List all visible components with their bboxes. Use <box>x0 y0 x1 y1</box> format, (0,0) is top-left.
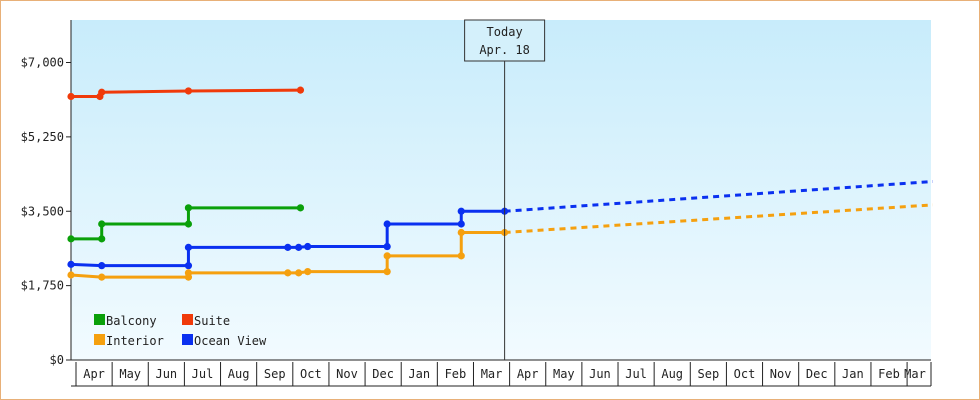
data-point-interior[interactable] <box>457 228 465 237</box>
today-box <box>464 19 546 62</box>
data-point-ocean_view[interactable] <box>184 262 193 270</box>
data-point-ocean_view[interactable] <box>304 242 312 251</box>
data-point-suite[interactable] <box>296 86 305 94</box>
data-point-ocean_view[interactable] <box>383 220 391 228</box>
legend-label: Balcony <box>106 314 157 328</box>
legend: Balcony Suite Interior Ocean View <box>94 314 267 348</box>
series-line-balcony <box>71 206 301 241</box>
x-tick-label: Jan <box>842 367 864 381</box>
legend-swatch-balcony <box>94 314 105 325</box>
data-point-interior[interactable] <box>383 268 391 276</box>
x-tick-label: Mar <box>904 367 926 381</box>
x-tick-label: Mar <box>481 367 503 381</box>
series-projection-ocean_view <box>504 180 933 213</box>
data-point-suite[interactable] <box>98 88 106 96</box>
data-point-ocean_view[interactable] <box>284 243 292 251</box>
x-tick-label: Jun <box>589 367 611 381</box>
data-point-ocean_view[interactable] <box>184 243 193 251</box>
data-point-ocean_view[interactable] <box>457 220 465 228</box>
series-ocean_view <box>67 180 933 270</box>
x-tick-label: Jul <box>625 367 647 381</box>
x-tick-label: Sep <box>264 367 286 381</box>
data-point-interior[interactable] <box>304 268 312 276</box>
data-point-balcony[interactable] <box>98 235 106 243</box>
legend-item-ocean_view[interactable]: Ocean View <box>182 334 267 348</box>
data-point-interior[interactable] <box>67 271 75 279</box>
legend-label: Interior <box>106 334 164 348</box>
legend-label: Suite <box>194 314 230 328</box>
x-tick-label: Oct <box>300 367 322 381</box>
y-tick-label: $5,250 <box>21 130 64 144</box>
data-point-interior[interactable] <box>184 269 193 277</box>
data-point-ocean_view[interactable] <box>295 243 303 251</box>
y-tick-label: $3,500 <box>21 204 64 218</box>
x-tick-label: Sep <box>698 367 720 381</box>
x-tick-label: Feb <box>445 367 467 381</box>
data-point-balcony[interactable] <box>184 220 193 228</box>
x-tick-label: Dec <box>372 367 394 381</box>
x-tick-label: Jun <box>155 367 177 381</box>
data-point-balcony[interactable] <box>184 204 193 212</box>
today-date: Apr. 18 <box>479 43 530 57</box>
plot-background <box>71 20 931 360</box>
legend-swatch-interior <box>94 334 105 345</box>
data-point-ocean_view[interactable] <box>457 207 465 215</box>
series-projection-interior <box>504 203 933 234</box>
x-tick-label: Apr <box>517 367 539 381</box>
series-balcony <box>67 204 305 243</box>
data-point-interior[interactable] <box>383 252 391 260</box>
x-tick-label: May <box>553 367 575 381</box>
legend-swatch-ocean_view <box>182 334 193 345</box>
x-tick-label: Apr <box>83 367 105 381</box>
series-suite <box>67 86 305 101</box>
y-tick-label: $1,750 <box>21 279 64 293</box>
x-tick-label: Aug <box>228 367 250 381</box>
legend-swatch-suite <box>182 314 193 325</box>
x-tick-label: Nov <box>770 367 792 381</box>
legend-label: Ocean View <box>194 334 267 348</box>
data-point-ocean_view[interactable] <box>98 262 106 270</box>
x-tick-label: Feb <box>878 367 900 381</box>
legend-item-balcony[interactable]: Balcony <box>94 314 157 328</box>
x-tick-label: Oct <box>734 367 756 381</box>
data-point-balcony[interactable] <box>296 204 305 212</box>
x-tick-label: Aug <box>661 367 683 381</box>
data-point-ocean_view[interactable] <box>67 260 75 268</box>
y-tick-label: $7,000 <box>21 56 64 70</box>
today-marker: Today Apr. 18 <box>464 19 546 360</box>
series-line-interior <box>70 231 505 279</box>
data-point-interior[interactable] <box>98 273 106 281</box>
x-tick-label: Nov <box>336 367 358 381</box>
y-tick-label: $0 <box>50 353 64 367</box>
data-point-suite[interactable] <box>184 87 193 95</box>
data-point-interior[interactable] <box>284 269 292 277</box>
data-point-interior[interactable] <box>295 269 303 277</box>
x-tick-label: Jul <box>192 367 214 381</box>
axes: $0 $1,750 $3,500 $5,250 $7,000 Apr May Jun Jul Au… <box>21 20 932 387</box>
x-tick-label: Jan <box>408 367 430 381</box>
legend-item-suite[interactable]: Suite <box>182 314 230 328</box>
data-point-interior[interactable] <box>457 252 465 260</box>
x-tick-label: Dec <box>806 367 828 381</box>
legend-item-interior[interactable]: Interior <box>94 334 164 348</box>
today-label: Today <box>487 25 523 39</box>
data-point-ocean_view[interactable] <box>383 242 391 251</box>
data-point-balcony[interactable] <box>67 235 75 243</box>
data-point-suite[interactable] <box>67 92 75 101</box>
x-tick-label: May <box>119 367 141 381</box>
data-point-balcony[interactable] <box>98 220 106 228</box>
